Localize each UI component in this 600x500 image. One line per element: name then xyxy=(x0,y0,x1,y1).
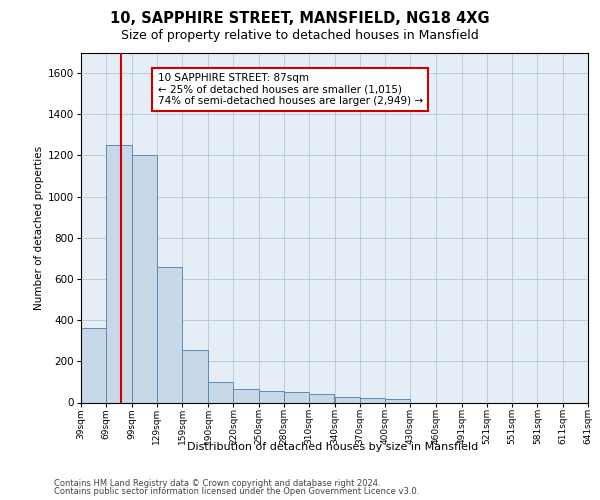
Bar xyxy=(157,266,182,402)
Bar xyxy=(182,350,208,403)
Text: Distribution of detached houses by size in Mansfield: Distribution of detached houses by size … xyxy=(187,442,479,452)
Bar xyxy=(385,400,410,402)
Bar xyxy=(131,156,157,402)
Bar xyxy=(259,390,284,402)
Bar xyxy=(106,145,131,403)
Bar xyxy=(208,382,233,402)
Bar xyxy=(233,388,259,402)
Text: Size of property relative to detached houses in Mansfield: Size of property relative to detached ho… xyxy=(121,29,479,42)
Y-axis label: Number of detached properties: Number of detached properties xyxy=(34,146,44,310)
Text: 10 SAPPHIRE STREET: 87sqm
← 25% of detached houses are smaller (1,015)
74% of se: 10 SAPPHIRE STREET: 87sqm ← 25% of detac… xyxy=(158,73,423,106)
Text: Contains public sector information licensed under the Open Government Licence v3: Contains public sector information licen… xyxy=(54,487,419,496)
Bar xyxy=(335,396,360,402)
Text: Contains HM Land Registry data © Crown copyright and database right 2024.: Contains HM Land Registry data © Crown c… xyxy=(54,478,380,488)
Bar xyxy=(81,328,106,402)
Bar xyxy=(284,392,309,402)
Bar xyxy=(360,398,385,402)
Text: 10, SAPPHIRE STREET, MANSFIELD, NG18 4XG: 10, SAPPHIRE STREET, MANSFIELD, NG18 4XG xyxy=(110,11,490,26)
Bar xyxy=(309,394,335,402)
